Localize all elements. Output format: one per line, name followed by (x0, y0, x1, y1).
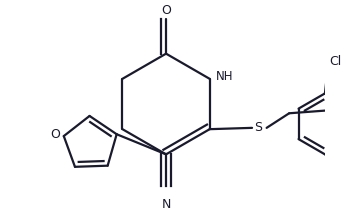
Text: Cl: Cl (329, 55, 341, 68)
Text: NH: NH (216, 70, 234, 83)
Text: N: N (161, 198, 171, 211)
Text: O: O (161, 3, 171, 17)
Text: O: O (50, 128, 60, 141)
Text: S: S (254, 121, 262, 134)
